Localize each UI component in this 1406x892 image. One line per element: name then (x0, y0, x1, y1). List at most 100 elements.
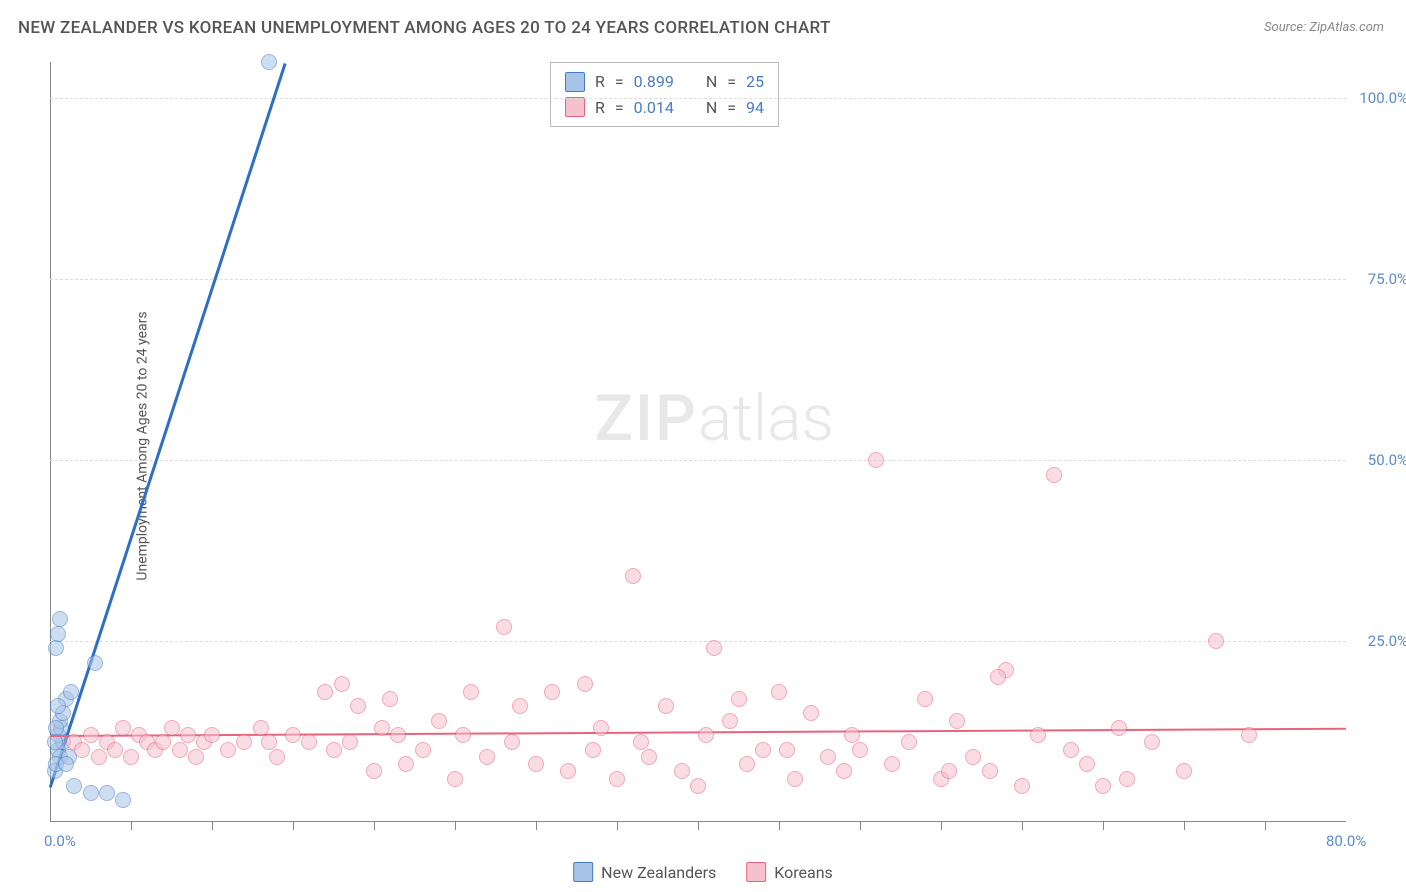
data-point-kr (868, 452, 884, 468)
data-point-nz (66, 778, 82, 794)
x-tick (293, 822, 294, 830)
data-point-kr (74, 742, 90, 758)
legend-label-kr: Koreans (774, 863, 833, 882)
data-point-kr (463, 684, 479, 700)
bottom-legend: New Zealanders Koreans (573, 862, 833, 882)
data-point-kr (107, 742, 123, 758)
data-point-kr (496, 619, 512, 635)
x-tick-label: 0.0% (44, 832, 76, 850)
data-point-kr (901, 734, 917, 750)
data-point-kr (779, 742, 795, 758)
data-point-kr (1063, 742, 1079, 758)
regression-line-nz (49, 63, 286, 788)
data-point-kr (755, 742, 771, 758)
data-point-kr (787, 771, 803, 787)
data-point-kr (739, 756, 755, 772)
data-point-kr (366, 763, 382, 779)
legend-item-kr: Koreans (746, 862, 833, 882)
data-point-kr (917, 691, 933, 707)
grid-line (50, 279, 1346, 280)
y-tick-label: 25.0% (1368, 632, 1406, 650)
data-point-nz (115, 792, 131, 808)
data-point-kr (115, 720, 131, 736)
data-point-kr (884, 756, 900, 772)
data-point-kr (123, 749, 139, 765)
data-point-kr (447, 771, 463, 787)
x-tick (536, 822, 537, 830)
data-point-nz (50, 698, 66, 714)
data-point-kr (528, 756, 544, 772)
chart-title: NEW ZEALANDER VS KOREAN UNEMPLOYMENT AMO… (18, 18, 831, 38)
legend-item-nz: New Zealanders (573, 862, 716, 882)
data-point-kr (771, 684, 787, 700)
x-tick (455, 822, 456, 830)
data-point-nz (58, 756, 74, 772)
data-point-kr (544, 684, 560, 700)
data-point-kr (844, 727, 860, 743)
data-point-kr (269, 749, 285, 765)
data-point-kr (155, 734, 171, 750)
legend-label-nz: New Zealanders (601, 863, 716, 882)
data-point-kr (317, 684, 333, 700)
data-point-kr (706, 640, 722, 656)
data-point-kr (253, 720, 269, 736)
data-point-nz (48, 720, 64, 736)
x-tick (617, 822, 618, 830)
data-point-kr (982, 763, 998, 779)
x-tick-label: 80.0% (1326, 832, 1366, 850)
data-point-kr (674, 763, 690, 779)
data-point-kr (350, 698, 366, 714)
data-point-kr (431, 713, 447, 729)
data-point-kr (180, 727, 196, 743)
x-tick (860, 822, 861, 830)
data-point-kr (722, 713, 738, 729)
legend-swatch-nz (573, 862, 593, 882)
data-point-kr (342, 734, 358, 750)
data-point-kr (990, 669, 1006, 685)
swatch-kr (565, 97, 585, 117)
data-point-kr (382, 691, 398, 707)
data-point-kr (398, 756, 414, 772)
data-point-kr (852, 742, 868, 758)
data-point-nz (99, 785, 115, 801)
grid-line (50, 98, 1346, 99)
x-tick (1184, 822, 1185, 830)
data-point-kr (1176, 763, 1192, 779)
data-point-kr (1014, 778, 1030, 794)
data-point-kr (658, 698, 674, 714)
data-point-kr (220, 742, 236, 758)
data-point-kr (236, 734, 252, 750)
data-point-kr (836, 763, 852, 779)
data-point-kr (83, 727, 99, 743)
data-point-kr (731, 691, 747, 707)
data-point-kr (504, 734, 520, 750)
data-point-kr (301, 734, 317, 750)
data-point-kr (633, 734, 649, 750)
data-point-kr (1241, 727, 1257, 743)
data-point-kr (625, 568, 641, 584)
data-point-kr (941, 763, 957, 779)
data-point-kr (390, 727, 406, 743)
data-point-nz (50, 626, 66, 642)
data-point-kr (1030, 727, 1046, 743)
x-tick (1265, 822, 1266, 830)
legend-swatch-kr (746, 862, 766, 882)
data-point-kr (334, 676, 350, 692)
x-tick (131, 822, 132, 830)
data-point-kr (455, 727, 471, 743)
x-tick (1103, 822, 1104, 830)
x-tick (212, 822, 213, 830)
x-tick (1022, 822, 1023, 830)
data-point-kr (91, 749, 107, 765)
data-point-nz (52, 611, 68, 627)
y-tick-label: 100.0% (1359, 89, 1406, 107)
data-point-kr (1079, 756, 1095, 772)
grid-line (50, 460, 1346, 461)
data-point-kr (949, 713, 965, 729)
data-point-nz (261, 54, 277, 70)
data-point-kr (285, 727, 301, 743)
swatch-nz (565, 72, 585, 92)
data-point-kr (1046, 467, 1062, 483)
source-attribution: Source: ZipAtlas.com (1264, 20, 1384, 35)
y-tick-label: 75.0% (1368, 270, 1406, 288)
